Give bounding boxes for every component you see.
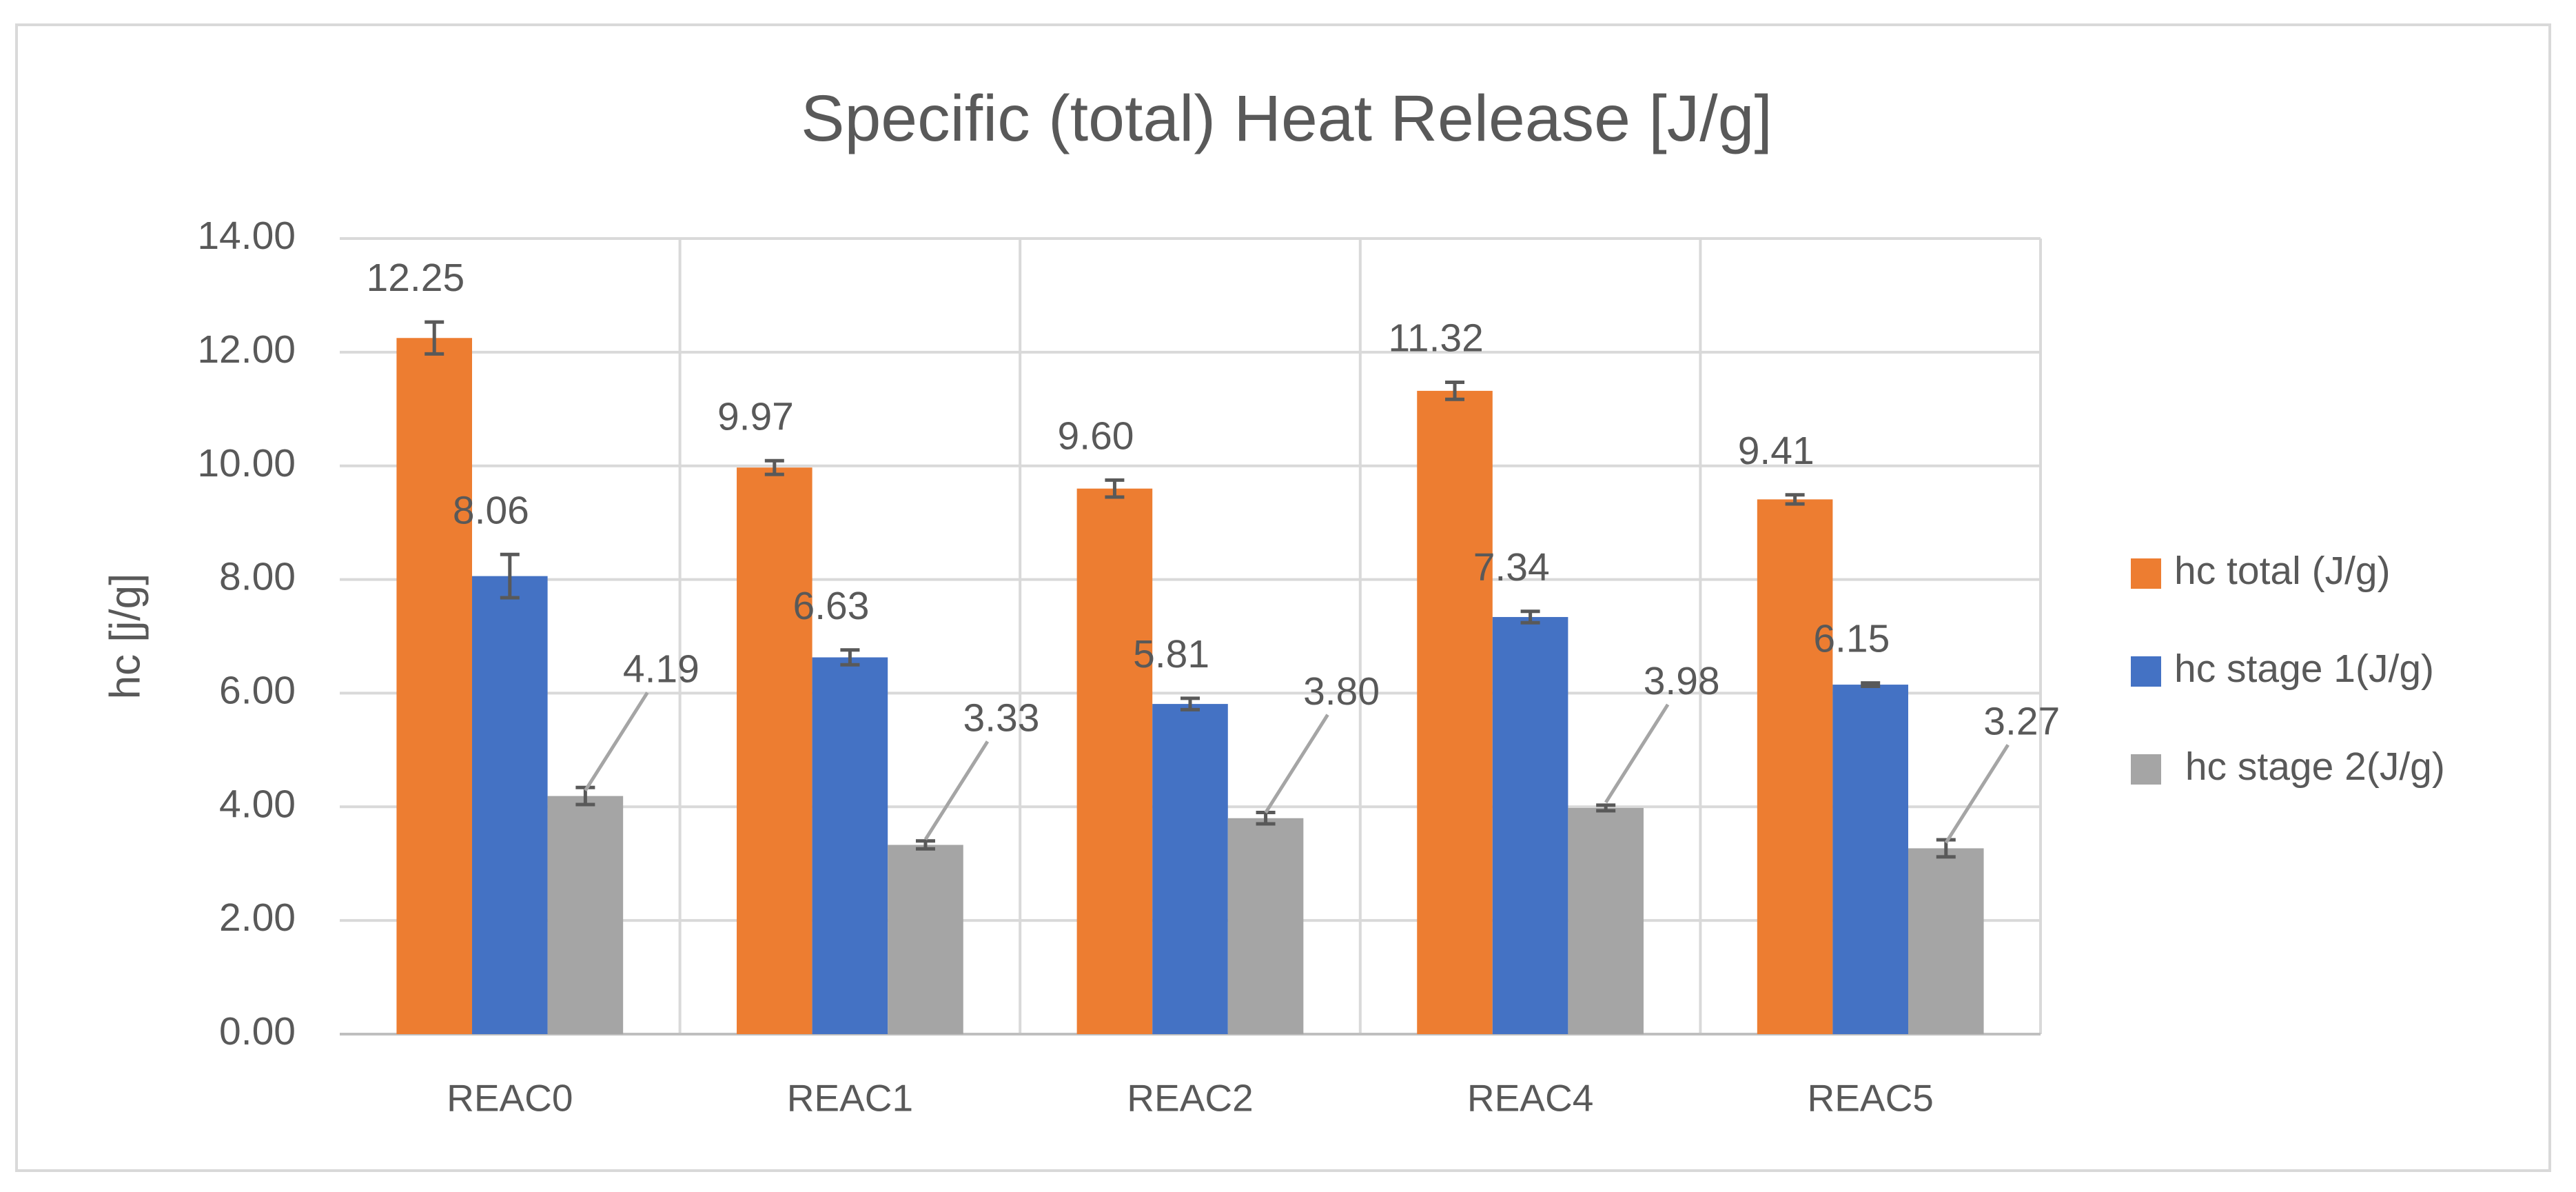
bar: [812, 657, 888, 1034]
bar: [396, 338, 473, 1034]
leader-line: [923, 740, 990, 840]
leader-line: [1604, 703, 1670, 804]
data-label: 5.81: [1133, 632, 1209, 676]
data-label: 8.06: [453, 488, 529, 532]
data-label: 9.60: [1058, 414, 1134, 458]
bar: [472, 576, 548, 1034]
legend-swatch: [2131, 656, 2161, 687]
y-tick-label: 14.00: [197, 214, 296, 258]
bar: [888, 845, 963, 1034]
y-tick-label: 0.00: [219, 1009, 296, 1053]
x-tick-label: REAC0: [447, 1077, 573, 1120]
data-label: 3.80: [1303, 669, 1380, 714]
leader-line: [584, 691, 649, 791]
legend-label: hc stage 1(J/g): [2174, 647, 2434, 691]
y-tick-label: 4.00: [219, 782, 296, 826]
y-axis-label: hc [j/g]: [101, 574, 149, 700]
data-label: 7.34: [1473, 545, 1550, 589]
x-tick-label: REAC4: [1467, 1077, 1593, 1120]
bar: [1227, 818, 1304, 1034]
y-tick-label: 10.00: [197, 441, 296, 485]
data-label: 9.97: [717, 394, 794, 438]
bar: [1757, 499, 1833, 1034]
x-tick-label: REAC5: [1807, 1077, 1933, 1120]
data-label: 6.63: [793, 584, 870, 628]
x-tick-label: REAC2: [1127, 1077, 1253, 1120]
bar: [1908, 848, 1984, 1034]
y-tick-label: 8.00: [219, 555, 296, 599]
bar: [1152, 704, 1228, 1034]
data-label: 9.41: [1738, 429, 1815, 473]
bar: [1417, 390, 1493, 1034]
data-label: 6.15: [1813, 617, 1890, 661]
x-tick-label: REAC1: [787, 1077, 913, 1120]
legend-label: hc total (J/g): [2174, 549, 2391, 593]
legend-swatch: [2131, 558, 2161, 589]
data-label: 12.25: [367, 256, 465, 300]
bar: [1568, 807, 1644, 1034]
data-label: 3.33: [963, 696, 1040, 740]
bar: [1832, 685, 1908, 1034]
legend-label: hc stage 2(J/g): [2174, 745, 2445, 789]
data-label: 3.27: [1983, 700, 2060, 744]
bar: [737, 467, 812, 1034]
data-label: 11.32: [1388, 316, 1483, 361]
data-label: 3.98: [1644, 659, 1720, 703]
y-tick-label: 2.00: [219, 896, 296, 940]
legend-swatch: [2131, 754, 2161, 785]
chart-title: Specific (total) Heat Release [J/g]: [801, 82, 1772, 155]
y-tick-label: 6.00: [219, 668, 296, 712]
leader-line: [1944, 744, 2010, 844]
bar: [1076, 488, 1153, 1034]
leader-line: [1264, 714, 1329, 814]
bar: [547, 796, 624, 1034]
data-label: 4.19: [623, 647, 699, 691]
bar: [1492, 616, 1568, 1034]
y-tick-label: 12.00: [197, 327, 296, 372]
